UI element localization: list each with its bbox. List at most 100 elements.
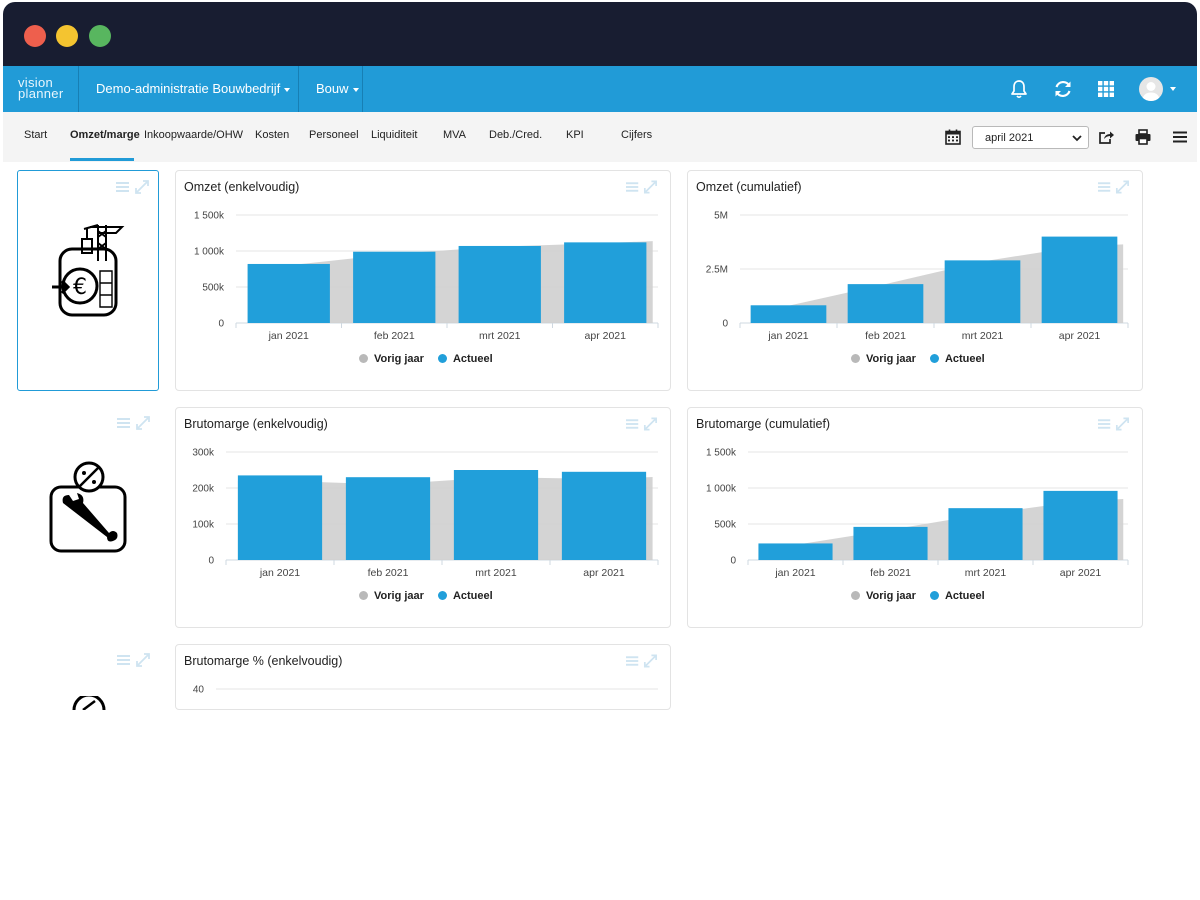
period-value: april 2021 [985, 132, 1034, 144]
header-divider [362, 66, 363, 112]
legend-item-previous-year[interactable]: Vorig jaar [359, 353, 424, 365]
legend-label: Vorig jaar [866, 353, 916, 365]
previous-year-area[interactable] [237, 477, 653, 560]
maximize-window-button[interactable] [89, 25, 111, 47]
chart-menu-expand-icon[interactable] [626, 417, 658, 431]
omzet-tile[interactable]: € [17, 170, 159, 391]
minimize-window-button[interactable] [56, 25, 78, 47]
grid-icon[interactable] [1095, 78, 1117, 100]
x-tick-label: mrt 2021 [962, 330, 1004, 342]
tab-liquiditeit[interactable]: Liquiditeit [371, 129, 418, 141]
actual-bar[interactable] [247, 263, 330, 323]
tab-omzet-marge[interactable]: Omzet/marge [70, 129, 140, 141]
legend-label: Actueel [944, 590, 985, 602]
logo-line-1: vision [18, 75, 54, 90]
chart-title: Brutomarge % (enkelvoudig) [184, 654, 343, 668]
tab-start[interactable]: Start [24, 129, 48, 141]
tab-personeel[interactable]: Personeel [309, 129, 359, 141]
actual-bar[interactable] [237, 475, 323, 560]
calendar-icon[interactable] [944, 128, 962, 146]
actual-bar[interactable] [758, 543, 833, 560]
refresh-icon[interactable] [1052, 78, 1074, 100]
logo-line-2: planner [18, 86, 64, 101]
actual-bar[interactable] [948, 508, 1023, 560]
legend-dot [437, 591, 447, 600]
previous-year-area[interactable] [758, 498, 1124, 560]
actual-bar[interactable] [847, 284, 924, 323]
actual-bar[interactable] [1043, 490, 1118, 560]
brutomarge-tile[interactable] [17, 407, 159, 628]
legend-dot [929, 354, 939, 363]
legend-item-actual[interactable]: Actueel [929, 353, 985, 365]
chart-menu-expand-icon[interactable] [1098, 180, 1130, 194]
legend-label: Vorig jaar [866, 590, 916, 602]
caret-down-icon [352, 87, 359, 92]
app-header: vision planner Demo-administratie Bouwbe… [3, 66, 1197, 112]
legend-item-actual[interactable]: Actueel [437, 590, 493, 602]
actual-bar[interactable] [750, 305, 827, 323]
chart-plot: 0 100k 200k 300k jan 2021 feb 2021 mrt 2021 apr… [192, 448, 659, 579]
actual-bar[interactable] [458, 245, 541, 323]
close-window-button[interactable] [24, 25, 46, 47]
chart-menu-expand-icon[interactable] [1098, 417, 1130, 431]
user-menu-caret-icon[interactable] [1170, 87, 1176, 91]
y-tick-label: 1 000k [706, 484, 737, 495]
x-tick-label: jan 2021 [774, 567, 815, 579]
legend-item-actual[interactable]: Actueel [437, 353, 493, 365]
hamburger-menu-icon[interactable] [1171, 128, 1189, 146]
previous-year-area[interactable] [750, 244, 1124, 323]
tab-mva[interactable]: MVA [443, 129, 467, 141]
visionplanner-logo[interactable]: vision planner [18, 75, 64, 101]
actual-bar[interactable] [944, 260, 1021, 323]
actual-bar[interactable] [564, 242, 647, 323]
y-tick-label: 2.5M [706, 265, 728, 276]
actual-bar[interactable] [353, 251, 436, 323]
legend-item-previous-year[interactable]: Vorig jaar [359, 590, 424, 602]
chart-menu-expand-icon[interactable] [626, 654, 658, 668]
tab-inkoopwaarde-ohw[interactable]: Inkoopwaarde/OHW [144, 129, 244, 141]
chart-plot: 40 [193, 685, 658, 696]
y-tick-label: 1 500k [194, 211, 225, 222]
x-tick-label: jan 2021 [268, 330, 309, 342]
period-select[interactable]: april 2021 [972, 126, 1089, 149]
window-titlebar [3, 2, 1197, 66]
export-icon[interactable] [1097, 128, 1115, 146]
tile-tools-icon [117, 653, 150, 667]
x-tick-label: feb 2021 [865, 330, 906, 342]
sector-dropdown[interactable]: Bouw [316, 81, 359, 96]
x-tick-label: apr 2021 [583, 567, 625, 579]
actual-bar[interactable] [1041, 236, 1118, 323]
caret-down-icon [284, 87, 291, 92]
previous-year-area[interactable] [247, 241, 653, 323]
legend-dot [851, 591, 860, 600]
actual-bar[interactable] [453, 470, 539, 560]
tile-tools-icon [117, 416, 150, 430]
legend-label: Actueel [944, 353, 985, 365]
module-navbar: Start Omzet/marge Inkoopwaarde/OHW Kosten Pe… [3, 112, 1197, 162]
y-tick-label: 300k [192, 448, 215, 459]
y-tick-label: 500k [202, 283, 225, 294]
tab-kpi[interactable]: KPI [566, 129, 584, 141]
legend-item-actual[interactable]: Actueel [929, 590, 985, 602]
brutomarge-pct-tile[interactable] [17, 644, 159, 710]
tile-tools-icon [116, 180, 149, 194]
legend-dot [359, 354, 368, 363]
legend-label: Actueel [452, 353, 493, 365]
chart-card-brutomarge-pct-enkelvoudig: Brutomarge % (enkelvoudig) 40 [175, 644, 671, 710]
actual-bar[interactable] [561, 471, 647, 560]
legend-item-previous-year[interactable]: Vorig jaar [851, 590, 916, 602]
tab-cijfers[interactable]: Cijfers [621, 129, 653, 141]
chart-menu-expand-icon[interactable] [626, 180, 658, 194]
x-tick-label: apr 2021 [1060, 567, 1102, 579]
actual-bar[interactable] [345, 477, 431, 560]
legend-item-previous-year[interactable]: Vorig jaar [851, 353, 916, 365]
tab-kosten[interactable]: Kosten [255, 129, 290, 141]
actual-bar[interactable] [853, 526, 928, 560]
bell-icon[interactable] [1008, 78, 1030, 100]
print-icon[interactable] [1134, 128, 1152, 146]
chart-title: Brutomarge (enkelvoudig) [184, 417, 328, 431]
sector-label: Bouw [316, 81, 349, 96]
administration-dropdown[interactable]: Demo-administratie Bouwbedrijf [96, 81, 291, 96]
tab-deb-cred[interactable]: Deb./Cred. [489, 129, 543, 141]
avatar-icon[interactable] [1139, 77, 1163, 101]
